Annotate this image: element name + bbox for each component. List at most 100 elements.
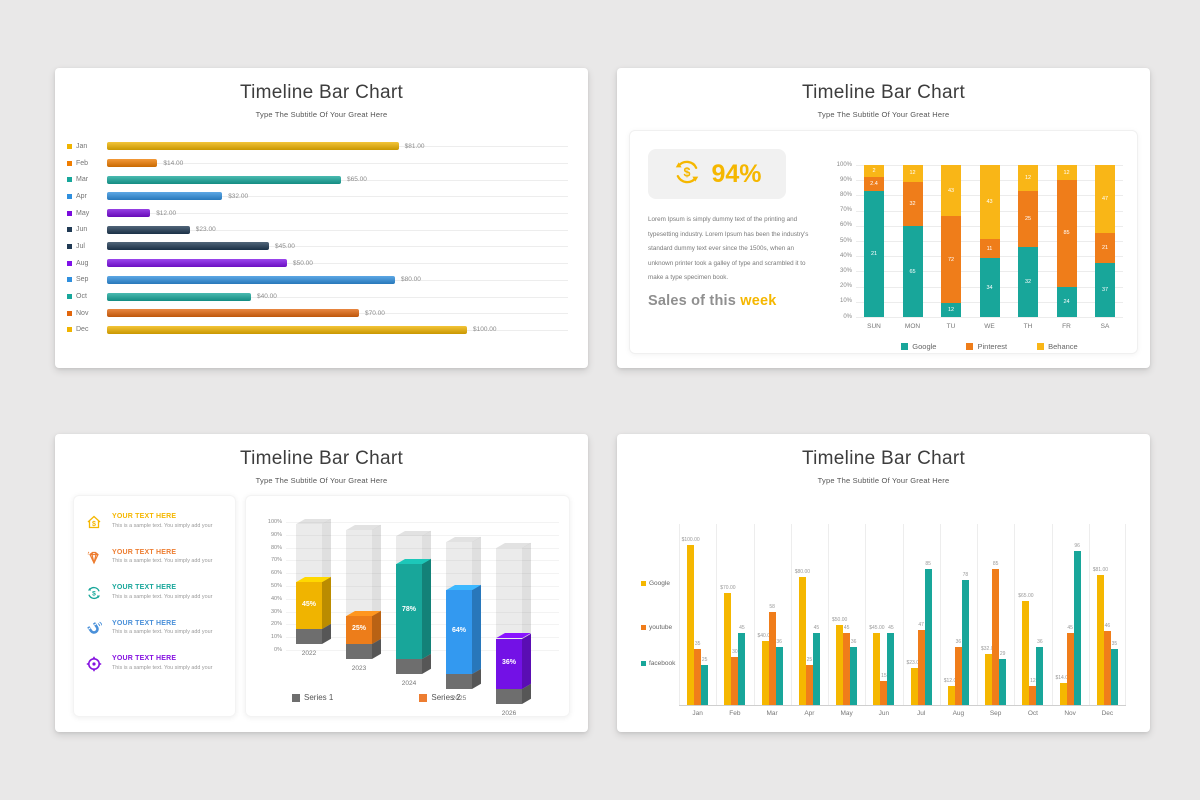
bar xyxy=(985,653,993,705)
value-label: $14.00 xyxy=(163,159,184,167)
legend-square xyxy=(67,260,72,266)
bar-track: $23.00 xyxy=(107,221,568,238)
bar xyxy=(107,292,251,301)
bar-segment: 65 xyxy=(902,226,923,317)
stacked-bar-chart: 100% 90% 80% 70% 60% 50% 40% 30% 20% 10% 0% 2 2.4 21 1… xyxy=(837,162,1123,320)
bar-value-label: $70.00 xyxy=(720,585,736,591)
bar xyxy=(731,657,739,705)
sales-heading-accent: week xyxy=(740,292,777,309)
bar-value-label: 85 xyxy=(925,561,931,567)
legend-square xyxy=(67,193,72,199)
bar-value-label: 45 xyxy=(1067,625,1073,631)
list-item-text: YOUR TEXT HERE This is a sample text. You… xyxy=(112,584,212,606)
category-label: Feb xyxy=(76,159,89,167)
bar3d-card: 100% 90% 80% 70% 60% 50% 40% 30% 20% 10% 0% 45% 2022… xyxy=(245,495,570,717)
gridline xyxy=(753,524,755,705)
bar xyxy=(107,159,158,168)
bar xyxy=(999,658,1007,705)
bar-value-label: $12.00 xyxy=(943,677,960,684)
bar-track: $80.00 xyxy=(107,272,568,289)
bar-value-label: 85 xyxy=(992,561,999,567)
bar xyxy=(775,647,783,705)
y-tick-label: 40% xyxy=(270,595,282,602)
bar-track: $100.00 xyxy=(107,322,568,339)
category-label: 2025 xyxy=(451,695,467,702)
y-tick-label: 80% xyxy=(839,191,852,198)
row-key: Sep xyxy=(67,276,107,283)
category-label: 2022 xyxy=(301,650,317,657)
diamond-icon xyxy=(86,549,104,571)
series1-base-front xyxy=(496,689,522,704)
legend-square xyxy=(67,277,72,283)
gridline xyxy=(939,524,941,705)
value-label: $81.00 xyxy=(404,142,425,150)
bar-value-label: 25 xyxy=(701,657,708,663)
value-label: $65.00 xyxy=(347,176,367,184)
bar-segment: 47 xyxy=(1095,165,1115,234)
slide-title: Timeline Bar Chart xyxy=(239,82,404,103)
bar-value-label: 30 xyxy=(732,649,738,655)
bar-row: Oct $40.00 xyxy=(67,288,568,305)
percent-badge: $ 94% xyxy=(648,149,786,199)
x-axis-label: WE xyxy=(984,323,995,330)
row-key: Apr xyxy=(67,193,107,200)
bar xyxy=(107,275,395,284)
series1-base-front xyxy=(446,674,472,689)
y-tick-label: 40% xyxy=(839,252,852,259)
bar xyxy=(761,641,769,705)
legend-square xyxy=(67,294,72,300)
slide-title: Timeline Bar Chart xyxy=(801,448,966,469)
stacked-column: 2 2.4 21 xyxy=(864,165,884,317)
bar-row: Jul $45.00 xyxy=(67,238,568,255)
row-key: Jan xyxy=(67,143,107,150)
bar-value-label: $50.00 xyxy=(831,617,848,623)
y-tick-label: 0% xyxy=(274,647,282,653)
legend-square xyxy=(67,210,72,216)
value-label: $50.00 xyxy=(293,259,313,267)
list-item-text: YOUR TEXT HERE This is a sample text. You… xyxy=(112,620,212,642)
legend-square xyxy=(67,243,72,249)
bar xyxy=(687,545,695,705)
legend-label: youtube xyxy=(649,624,673,631)
bar-segment: 2.4 xyxy=(864,176,884,192)
percent-value: 94% xyxy=(711,159,762,188)
gridline xyxy=(679,524,680,705)
list-item: YOUR TEXT HERE This is a sample text. You… xyxy=(86,620,225,642)
bar-value-label: 36 xyxy=(1037,639,1043,646)
bar-value-label: 45 xyxy=(813,625,820,631)
bar-value-label: 45 xyxy=(739,625,745,631)
row-key: Nov xyxy=(67,310,107,317)
legend-item: Behance xyxy=(1037,342,1078,351)
bar xyxy=(805,665,813,705)
bar xyxy=(1029,685,1037,705)
slide-horizontal-bar-chart: Timeline Bar Chart Type The Subtitle Of … xyxy=(55,68,588,368)
bar xyxy=(107,242,269,251)
value-label: $100.00 xyxy=(473,326,497,334)
legend-item: Series 2 xyxy=(419,693,461,702)
bar xyxy=(798,577,806,705)
series1-base-front xyxy=(296,629,322,644)
bar xyxy=(107,175,341,184)
stacked-column: 47 21 37 xyxy=(1095,165,1115,317)
series2-bar-front xyxy=(296,582,322,629)
category-label: Apr xyxy=(76,192,87,200)
columns-container: 2 2.4 21 12 32 65 43 72 12 43 11 34 12 25 32 12 85 24 47 21… xyxy=(856,165,1123,317)
bar-value-label: 78% xyxy=(401,606,416,614)
x-axis-label: Jun xyxy=(878,710,890,717)
bar xyxy=(1036,647,1044,705)
series2-bar-side xyxy=(322,576,331,629)
series2-bar-side xyxy=(372,610,381,644)
gridline xyxy=(107,296,568,298)
bar-row: Jun $23.00 xyxy=(67,221,568,238)
stacked-column: 12 32 65 xyxy=(902,165,923,317)
bar-segment: 12 xyxy=(1056,165,1077,181)
slide-subtitle: Type The Subtitle Of Your Great Here xyxy=(255,476,388,485)
bar xyxy=(1022,601,1030,705)
bar-track: $70.00 xyxy=(107,305,568,322)
x-axis-label: SA xyxy=(1100,323,1110,330)
stacked-column: 12 25 32 xyxy=(1018,165,1038,317)
bar xyxy=(694,649,702,705)
bar xyxy=(107,142,399,151)
category-label: Oct xyxy=(76,293,87,301)
